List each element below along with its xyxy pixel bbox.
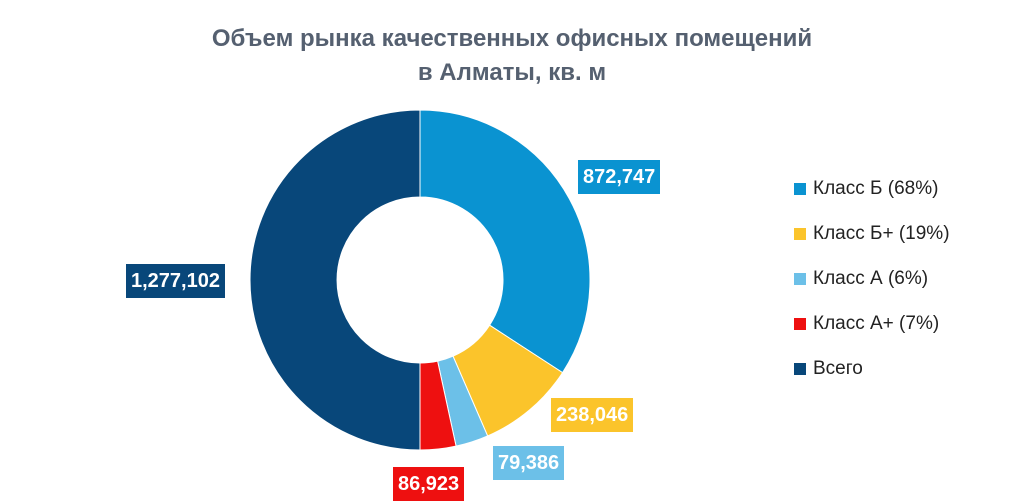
donut-slice-4 [249, 109, 421, 451]
legend-swatch-1 [794, 227, 806, 240]
legend-label-2: Класс А (6%) [813, 267, 929, 289]
legend-swatch-4 [794, 362, 806, 375]
legend-swatch-3 [794, 317, 806, 330]
legend-swatch-0 [794, 182, 806, 195]
legend-label-3: Класс А+ (7%) [813, 312, 940, 334]
donut-slice-0 [419, 109, 591, 374]
chart-title: Объем рынка качественных офисных помещен… [0, 22, 1024, 90]
legend-label-4: Всего [813, 357, 863, 379]
legend-item-0: Класс Б (68%) [794, 166, 950, 211]
chart-title-line-1: Объем рынка качественных офисных помещен… [211, 25, 813, 52]
legend: Класс Б (68%) Класс Б+ (19%) Класс А (6%) К… [794, 166, 950, 391]
legend-item-1: Класс Б+ (19%) [794, 211, 950, 256]
legend-swatch-2 [794, 272, 806, 285]
data-label-0: 872,747 [578, 160, 661, 194]
legend-label-0: Класс Б (68%) [813, 177, 939, 199]
data-label-4: 1,277,102 [126, 264, 225, 298]
data-label-3: 86,923 [393, 467, 465, 501]
data-label-1: 238,046 [551, 398, 634, 432]
legend-item-2: Класс А (6%) [794, 256, 950, 301]
legend-label-1: Класс Б+ (19%) [813, 222, 950, 244]
legend-item-4: Всего [794, 346, 950, 391]
legend-item-3: Класс А+ (7%) [794, 301, 950, 346]
chart-title-line-2: в Алматы, кв. м [417, 59, 607, 86]
data-label-2: 79,386 [493, 446, 565, 480]
